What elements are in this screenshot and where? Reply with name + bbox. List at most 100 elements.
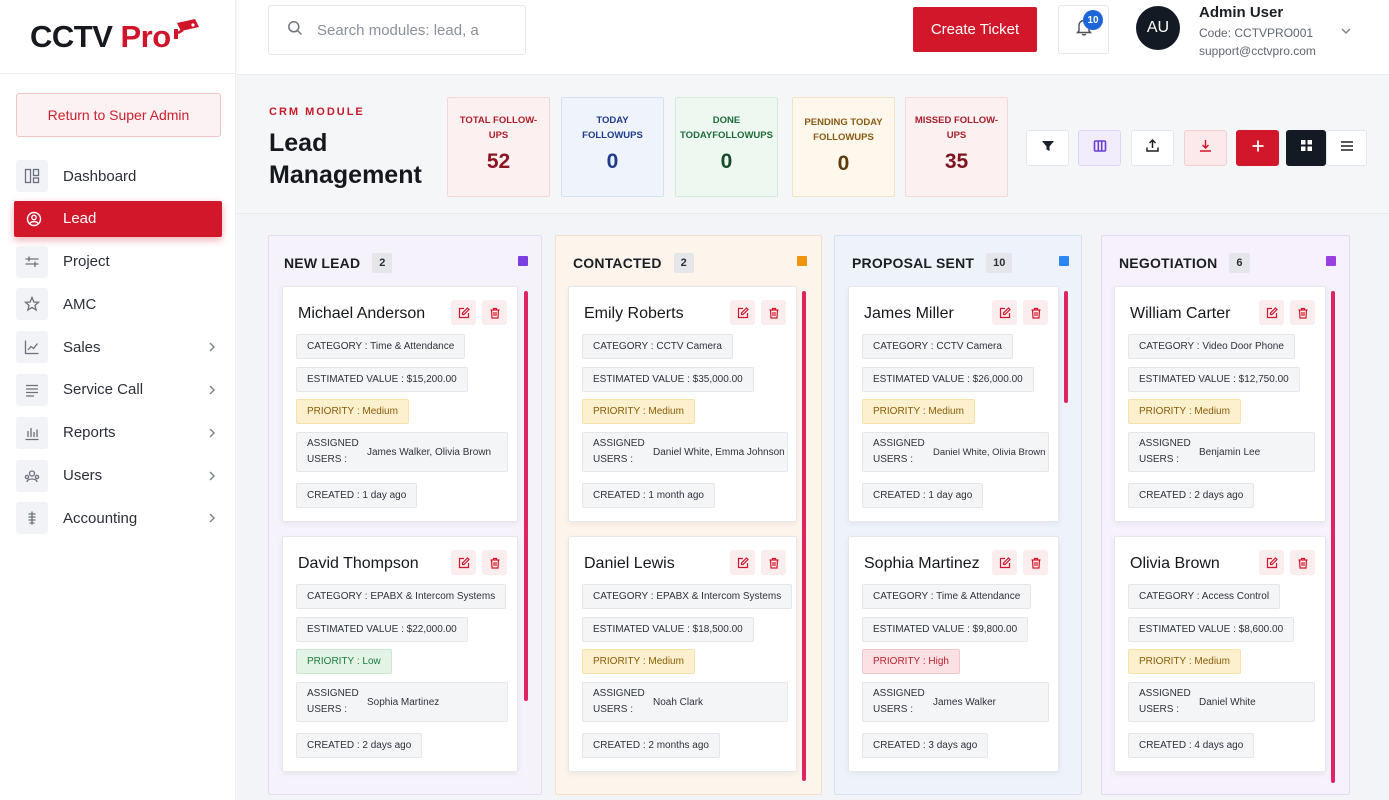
column-title: NEW LEAD: [284, 255, 361, 271]
priority-badge: PRIORITY : Medium: [862, 399, 975, 424]
upload-button[interactable]: [1131, 130, 1174, 166]
assigned-label: ASSIGNED USERS :: [1139, 688, 1191, 715]
column-new-lead: NEW LEAD 2 Michael Anderson CATEGORY : T…: [268, 235, 542, 795]
assigned-users: ASSIGNED USERS : Daniel White, Olivia Br…: [862, 432, 1049, 472]
edit-button[interactable]: [451, 550, 476, 575]
delete-button[interactable]: [482, 300, 507, 325]
avatar[interactable]: AU: [1136, 6, 1180, 50]
edit-button[interactable]: [1259, 300, 1284, 325]
columns-button[interactable]: [1078, 130, 1121, 166]
sidebar: CCTV Pro Return to Super Admin Dashboard…: [0, 0, 236, 800]
column-scrollbar[interactable]: [524, 291, 528, 701]
lead-icon: [18, 203, 50, 235]
stat-value: 35: [944, 150, 969, 173]
create-ticket-button[interactable]: Create Ticket: [913, 7, 1037, 52]
lead-card[interactable]: Emily Roberts CATEGORY : CCTV Camera EST…: [568, 286, 797, 522]
notifications-button[interactable]: 10: [1058, 5, 1109, 54]
lead-name: David Thompson: [298, 555, 419, 572]
lead-card[interactable]: Sophia Martinez CATEGORY : Time & Attend…: [848, 536, 1059, 772]
search-input[interactable]: [317, 21, 507, 39]
add-lead-button[interactable]: [1236, 130, 1279, 166]
sidebar-item-label: Sales: [63, 338, 101, 356]
estimated-value-chip: ESTIMATED VALUE : $35,000.00: [582, 367, 754, 392]
category-chip: CATEGORY : EPABX & Intercom Systems: [582, 584, 793, 609]
lead-name: Emily Roberts: [584, 305, 684, 322]
column-proposal-sent: PROPOSAL SENT 10 James Miller CATEGORY :…: [834, 235, 1082, 795]
return-to-super-admin-button[interactable]: Return to Super Admin: [16, 93, 221, 137]
brand-logo[interactable]: CCTV Pro: [0, 0, 235, 74]
edit-icon: [1266, 556, 1278, 568]
delete-button[interactable]: [761, 300, 786, 325]
filter-button[interactable]: [1026, 130, 1069, 166]
sidebar-item-users[interactable]: Users: [16, 458, 222, 494]
chevron-down-icon[interactable]: [1340, 22, 1352, 40]
lead-card[interactable]: Daniel Lewis CATEGORY : EPABX & Intercom…: [568, 536, 797, 772]
delete-button[interactable]: [1023, 550, 1048, 575]
assigned-users: ASSIGNED USERS : Benjamin Lee: [1128, 432, 1315, 472]
lead-card[interactable]: William Carter CATEGORY : Video Door Pho…: [1114, 286, 1326, 522]
edit-button[interactable]: [992, 300, 1017, 325]
edit-button[interactable]: [730, 300, 755, 325]
sidebar-item-label: Reports: [63, 424, 116, 442]
sidebar-item-service-call[interactable]: Service Call: [16, 372, 222, 408]
delete-button[interactable]: [761, 550, 786, 575]
edit-button[interactable]: [992, 550, 1017, 575]
stat-value: 0: [720, 150, 733, 173]
priority-badge: PRIORITY : Medium: [296, 399, 409, 424]
sidebar-item-amc[interactable]: AMC: [16, 286, 222, 322]
sidebar-item-accounting[interactable]: Accounting: [16, 500, 222, 536]
sidebar-item-label: Users: [63, 467, 103, 485]
list-view-button[interactable]: [1326, 130, 1367, 166]
assigned-value: Daniel White, Emma Johnson: [653, 446, 785, 458]
stat-label: MISSED FOLLOW-UPS: [914, 115, 999, 141]
assigned-value: Benjamin Lee: [1199, 446, 1261, 458]
estimated-value-chip: ESTIMATED VALUE : $15,200.00: [296, 367, 468, 392]
edit-button[interactable]: [1259, 550, 1284, 575]
brand-name-accent: Pro: [120, 18, 172, 54]
column-scrollbar[interactable]: [1064, 291, 1068, 403]
delete-button[interactable]: [1023, 300, 1048, 325]
estimated-value-chip: ESTIMATED VALUE : $22,000.00: [296, 617, 468, 642]
edit-button[interactable]: [730, 550, 755, 575]
category-chip: CATEGORY : CCTV Camera: [582, 334, 733, 359]
user-code: Code: CCTVPRO001: [1199, 26, 1314, 40]
column-title: NEGOTIATION: [1119, 255, 1218, 271]
assigned-users: ASSIGNED USERS : James Walker: [862, 682, 1049, 722]
sidebar-item-lead[interactable]: Lead: [14, 200, 222, 237]
grid-view-button[interactable]: [1286, 130, 1326, 166]
stat-value: 0: [606, 150, 619, 173]
stat-today-followups: TODAY FOLLOWUPS 0: [561, 97, 664, 197]
bar-chart-icon: [16, 416, 48, 449]
sidebar-item-dashboard[interactable]: Dashboard: [16, 158, 222, 194]
category-chip: CATEGORY : Time & Attendance: [296, 334, 466, 359]
column-scrollbar[interactable]: [1331, 291, 1335, 783]
search-box[interactable]: [268, 5, 526, 55]
column-header: PROPOSAL SENT 10: [852, 253, 1013, 273]
estimated-value-chip: ESTIMATED VALUE : $26,000.00: [862, 367, 1034, 392]
card-actions: [992, 550, 1048, 575]
lead-card[interactable]: David Thompson CATEGORY : EPABX & Interc…: [282, 536, 518, 772]
download-button[interactable]: [1184, 130, 1227, 166]
stat-missed-followups: MISSED FOLLOW-UPS 35: [905, 97, 1008, 197]
created-chip: CREATED : 1 day ago: [296, 483, 418, 508]
lead-card[interactable]: Michael Anderson CATEGORY : Time & Atten…: [282, 286, 518, 522]
edit-button[interactable]: [451, 300, 476, 325]
lead-card[interactable]: James Miller CATEGORY : CCTV Camera ESTI…: [848, 286, 1059, 522]
sidebar-item-sales[interactable]: Sales: [16, 329, 222, 365]
created-chip: CREATED : 4 days ago: [1128, 733, 1255, 758]
delete-button[interactable]: [1290, 550, 1315, 575]
edit-icon: [999, 556, 1011, 568]
stat-label: TODAY FOLLOWUPS: [582, 115, 643, 141]
page-title: Lead Management: [269, 129, 422, 189]
plus-icon: [1251, 139, 1265, 158]
accounting-icon: [16, 502, 48, 535]
download-icon: [1198, 138, 1213, 158]
users-icon: [16, 459, 48, 492]
column-scrollbar[interactable]: [802, 291, 806, 781]
lead-card[interactable]: Olivia Brown CATEGORY : Access Control E…: [1114, 536, 1326, 772]
star-icon: [16, 288, 48, 321]
sidebar-item-reports[interactable]: Reports: [16, 415, 222, 451]
sidebar-item-project[interactable]: Project: [16, 244, 222, 280]
delete-button[interactable]: [482, 550, 507, 575]
delete-button[interactable]: [1290, 300, 1315, 325]
